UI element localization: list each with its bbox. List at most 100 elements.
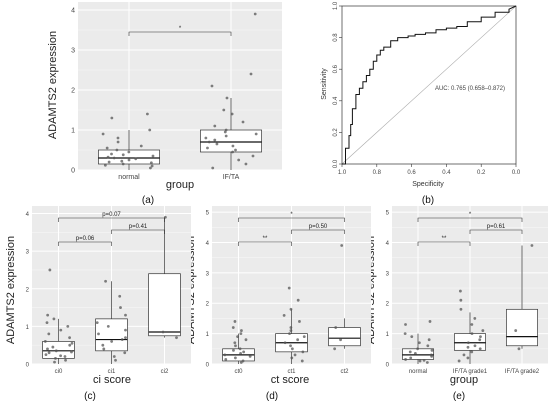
panel-d-data-point (244, 338, 248, 342)
panel-c-data-point (53, 360, 56, 364)
panel-e-box (506, 308, 538, 347)
panel-a-data-point (251, 154, 255, 158)
panel-d-xtick-label: ct0 (234, 369, 243, 375)
panel-e-data-point (417, 341, 421, 345)
panel-d-data-point (283, 341, 287, 345)
panel-c-data-point (95, 321, 99, 325)
panel-b-reference-line (341, 5, 517, 165)
panel-a-data-point (211, 166, 215, 170)
panel-a-box (200, 129, 262, 153)
panel-e-data-point (458, 289, 462, 293)
panel-c-xlabel: ci score (93, 374, 131, 386)
panel-c-data-point (43, 340, 47, 343)
panel-a-ytick-label: 0 (71, 168, 75, 175)
panel-e-data-point (473, 344, 477, 348)
panel-a-data-point (127, 158, 131, 162)
panel-b-ytick-label: 0.8 (333, 33, 339, 42)
panel-e-comparison-label: * (469, 212, 472, 218)
panel-c-data-point (101, 343, 105, 347)
panel-d-data-point (289, 344, 292, 348)
panel-d-plot: 0 1 2 3 4 5 ct0 ct1 ct2 ** p=0.50 * (206, 206, 371, 375)
panel-e-caption: (e) (453, 391, 465, 402)
panel-c-data-point (45, 321, 49, 325)
panel-c-data-point (123, 351, 127, 355)
panel-a-data-point (146, 112, 149, 116)
panel-a-xtick-label: normal (118, 174, 140, 181)
panel-a-plot: 0 1 2 3 4 normal IF/TA * (71, 2, 282, 181)
panel-c-xtick-label: ci1 (108, 369, 116, 375)
panel-a-data-point (231, 144, 235, 148)
panel-b-xtick-label: 0.8 (373, 170, 382, 176)
panel-b-caption: (b) (422, 195, 434, 206)
panel-d-data-point (302, 335, 306, 339)
panel-a-data-point (116, 136, 120, 140)
panel-c-data-point (114, 358, 117, 362)
panel-b-ytick-label: 0.6 (333, 64, 339, 73)
panel-c-data-point (51, 345, 55, 349)
panel-e-ytick-label: 4 (386, 241, 390, 247)
panel-e-data-point (428, 320, 432, 323)
panel-c-data-point (175, 336, 178, 340)
panel-c-data-point (47, 351, 51, 355)
panel-d-data-point (300, 359, 304, 363)
panel-c-data-point (52, 317, 56, 321)
panel-a-comparison-bracket (128, 31, 232, 36)
panel-a-data-point (215, 142, 219, 146)
panel-d-data-point (290, 356, 294, 360)
panel-a-data-point (110, 152, 113, 156)
panel-b-ytick-label: 0.4 (333, 96, 339, 105)
panel-a-data-point (101, 132, 105, 136)
panel-a-data-point (207, 140, 211, 144)
panel-c-data-point (124, 336, 127, 340)
panel-c-plot: 0 1 2 3 4 ci0 ci1 ci2 p=0.06 p=0.41 p=0.07 (26, 206, 191, 375)
panel-c-data-point (97, 332, 100, 336)
panel-d-xtick-label: ct2 (340, 369, 349, 375)
panel-a-data-point (234, 148, 237, 152)
panel-a-data-point (120, 159, 124, 163)
panel-e-data-point (459, 307, 463, 311)
panel-d-data-point (241, 359, 245, 363)
panel-d-data-point (236, 335, 239, 339)
panel-a-ylabel: ADAMTS2 expression (47, 31, 59, 139)
panel-c-caption: (c) (84, 391, 96, 402)
panel-c-data-point (124, 328, 127, 332)
panel-a-data-point (249, 72, 253, 76)
panel-b-roc-curve (342, 5, 517, 165)
panel-d-caption: (d) (266, 391, 278, 402)
panel-d-data-point (233, 320, 237, 323)
panel-a-ytick-label: 3 (71, 48, 75, 55)
panel-b: Sensitivity Specificity (b) (321, 68, 444, 206)
panel-c-data-point (54, 356, 57, 360)
panel-e-ytick-label: 5 (386, 211, 390, 217)
panel-a-data-point (224, 134, 228, 138)
panel-e-data-point (466, 345, 470, 349)
panel-d-data-point (339, 338, 342, 342)
panel-d-xtick-label: ct1 (287, 369, 296, 375)
panel-d-data-point (238, 347, 242, 351)
panel-a-data-point (139, 144, 143, 148)
panel-e-data-point (470, 350, 474, 354)
panel-a-comparison-label: * (179, 26, 182, 32)
panel-b-ytick-label: 0.0 (333, 159, 339, 168)
panel-c-box (42, 341, 75, 359)
panel-c-comparison-bracket (58, 217, 165, 222)
panel-e-ytick-label: 0 (386, 363, 390, 369)
panel-a-data-point (237, 158, 241, 162)
panel-e-xtick-label: IF/TA grade2 (505, 369, 540, 375)
panel-a: ADAMTS2 expression group (a) (47, 31, 194, 206)
panel-b-xtick-label: 0.4 (442, 170, 451, 176)
panel-c-data-point (70, 350, 73, 354)
panel-a-data-point (244, 162, 248, 166)
panel-c-data-point (59, 354, 62, 358)
panel-e-data-point (418, 359, 422, 363)
panel-e-ytick-label: 1 (386, 332, 390, 338)
panel-a-data-point (254, 132, 258, 136)
panel-d-data-point (287, 286, 291, 290)
panel-a-data-point (150, 164, 154, 168)
panel-a-ytick-label: 2 (71, 88, 75, 95)
panel-c-comparison-label: p=0.06 (76, 236, 95, 242)
panel-d-data-point (231, 326, 235, 329)
panel-e-data-point (470, 332, 474, 336)
panel-d-data-point (233, 341, 237, 345)
